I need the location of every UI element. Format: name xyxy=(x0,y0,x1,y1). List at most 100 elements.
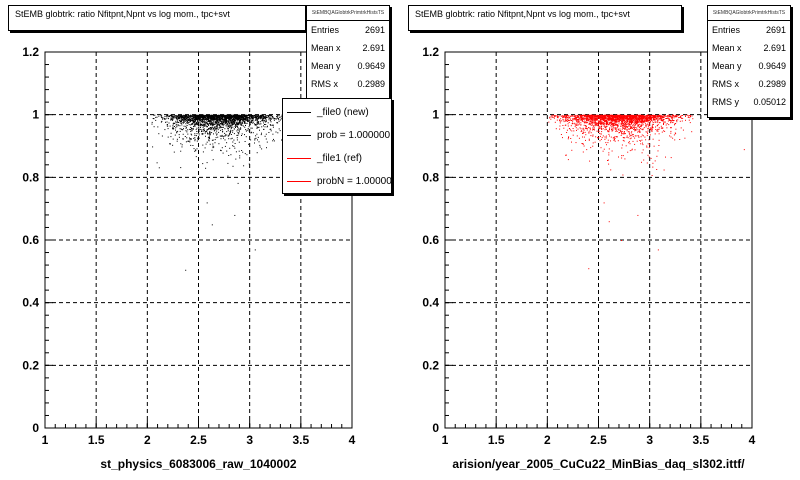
scatter-point xyxy=(644,122,646,124)
scatter-point xyxy=(571,141,572,143)
scatter-point xyxy=(189,119,191,121)
scatter-point xyxy=(257,122,259,124)
scatter-point xyxy=(256,127,258,129)
scatter-point xyxy=(266,126,268,128)
scatter-point xyxy=(162,116,164,118)
scatter-point xyxy=(246,117,248,119)
scatter-point xyxy=(615,118,617,120)
scatter-point xyxy=(164,129,166,131)
scatter-point xyxy=(619,118,621,120)
scatter-point xyxy=(656,130,658,132)
scatter-point xyxy=(218,127,220,129)
scatter-point xyxy=(171,114,173,116)
scatter-point xyxy=(248,143,250,145)
scatter-point xyxy=(230,138,232,140)
scatter-point xyxy=(170,136,172,138)
scatter-point xyxy=(152,118,154,119)
scatter-point xyxy=(632,136,634,138)
scatter-point xyxy=(567,123,569,125)
scatter-point xyxy=(585,115,587,117)
scatter-point xyxy=(275,131,277,133)
scatter-point xyxy=(612,118,614,120)
scatter-point xyxy=(227,124,229,126)
scatter-point xyxy=(599,116,600,118)
scatter-point xyxy=(634,130,636,132)
scatter-point xyxy=(260,116,262,118)
scatter-point xyxy=(597,121,599,123)
scatter-point xyxy=(258,114,259,116)
scatter-point xyxy=(597,137,599,139)
scatter-point xyxy=(645,125,647,127)
scatter-point xyxy=(191,120,193,121)
scatter-point xyxy=(180,122,182,124)
scatter-point xyxy=(236,116,238,117)
scatter-point xyxy=(158,167,160,169)
scatter-point xyxy=(208,136,210,138)
scatter-point xyxy=(175,115,177,116)
scatter-point xyxy=(586,149,588,151)
scatter-point xyxy=(688,115,690,117)
scatter-point xyxy=(216,122,218,124)
scatter-point xyxy=(194,150,196,152)
scatter-point xyxy=(231,120,233,122)
scatter-point xyxy=(198,114,200,116)
scatter-point xyxy=(633,116,635,118)
scatter-point xyxy=(177,125,179,127)
scatter-point xyxy=(653,119,655,121)
scatter-point xyxy=(199,124,201,126)
scatter-point xyxy=(204,116,206,118)
scatter-point xyxy=(622,123,624,125)
scatter-point xyxy=(224,135,226,137)
scatter-point xyxy=(610,119,612,120)
scatter-point xyxy=(228,135,230,137)
scatter-point xyxy=(186,115,188,116)
scatter-point xyxy=(266,147,267,149)
scatter-point xyxy=(208,123,210,125)
scatter-point xyxy=(190,119,192,121)
scatter-point xyxy=(252,118,253,119)
scatter-point xyxy=(161,114,163,116)
scatter-point xyxy=(152,146,154,148)
scatter-point xyxy=(677,114,679,116)
scatter-point xyxy=(650,121,651,123)
scatter-point xyxy=(618,117,620,119)
scatter-point xyxy=(632,134,634,136)
scatter-point xyxy=(221,116,223,118)
scatter-point xyxy=(572,121,574,123)
scatter-point xyxy=(230,134,232,135)
scatter-point xyxy=(576,135,578,137)
scatter-point xyxy=(617,120,619,122)
scatter-point xyxy=(670,117,672,119)
scatter-point xyxy=(592,127,594,129)
scatter-point xyxy=(623,122,625,124)
scatter-point xyxy=(653,115,655,117)
scatter-point xyxy=(628,141,630,143)
scatter-point xyxy=(200,116,202,118)
scatter-point xyxy=(624,122,626,124)
scatter-point xyxy=(596,116,598,118)
scatter-point xyxy=(603,116,605,118)
scatter-point xyxy=(662,117,664,119)
scatter-point xyxy=(601,131,603,133)
scatter-point xyxy=(601,137,603,139)
scatter-point xyxy=(646,145,648,147)
scatter-point xyxy=(252,122,254,124)
scatter-point xyxy=(591,119,593,121)
scatter-point xyxy=(236,139,238,141)
scatter-point xyxy=(634,143,636,145)
scatter-point xyxy=(583,118,585,120)
scatter-point xyxy=(613,119,615,121)
scatter-point xyxy=(217,116,219,118)
scatter-point xyxy=(651,128,653,130)
scatter-point xyxy=(187,115,189,117)
scatter-point xyxy=(215,122,217,124)
scatter-point xyxy=(259,117,261,119)
scatter-point xyxy=(230,122,232,124)
scatter-point xyxy=(625,123,627,124)
scatter-point xyxy=(624,121,626,123)
scatter-point xyxy=(567,138,569,140)
scatter-point xyxy=(619,116,620,118)
scatter-point xyxy=(632,140,634,142)
scatter-point xyxy=(179,117,181,119)
scatter-point xyxy=(631,131,633,133)
